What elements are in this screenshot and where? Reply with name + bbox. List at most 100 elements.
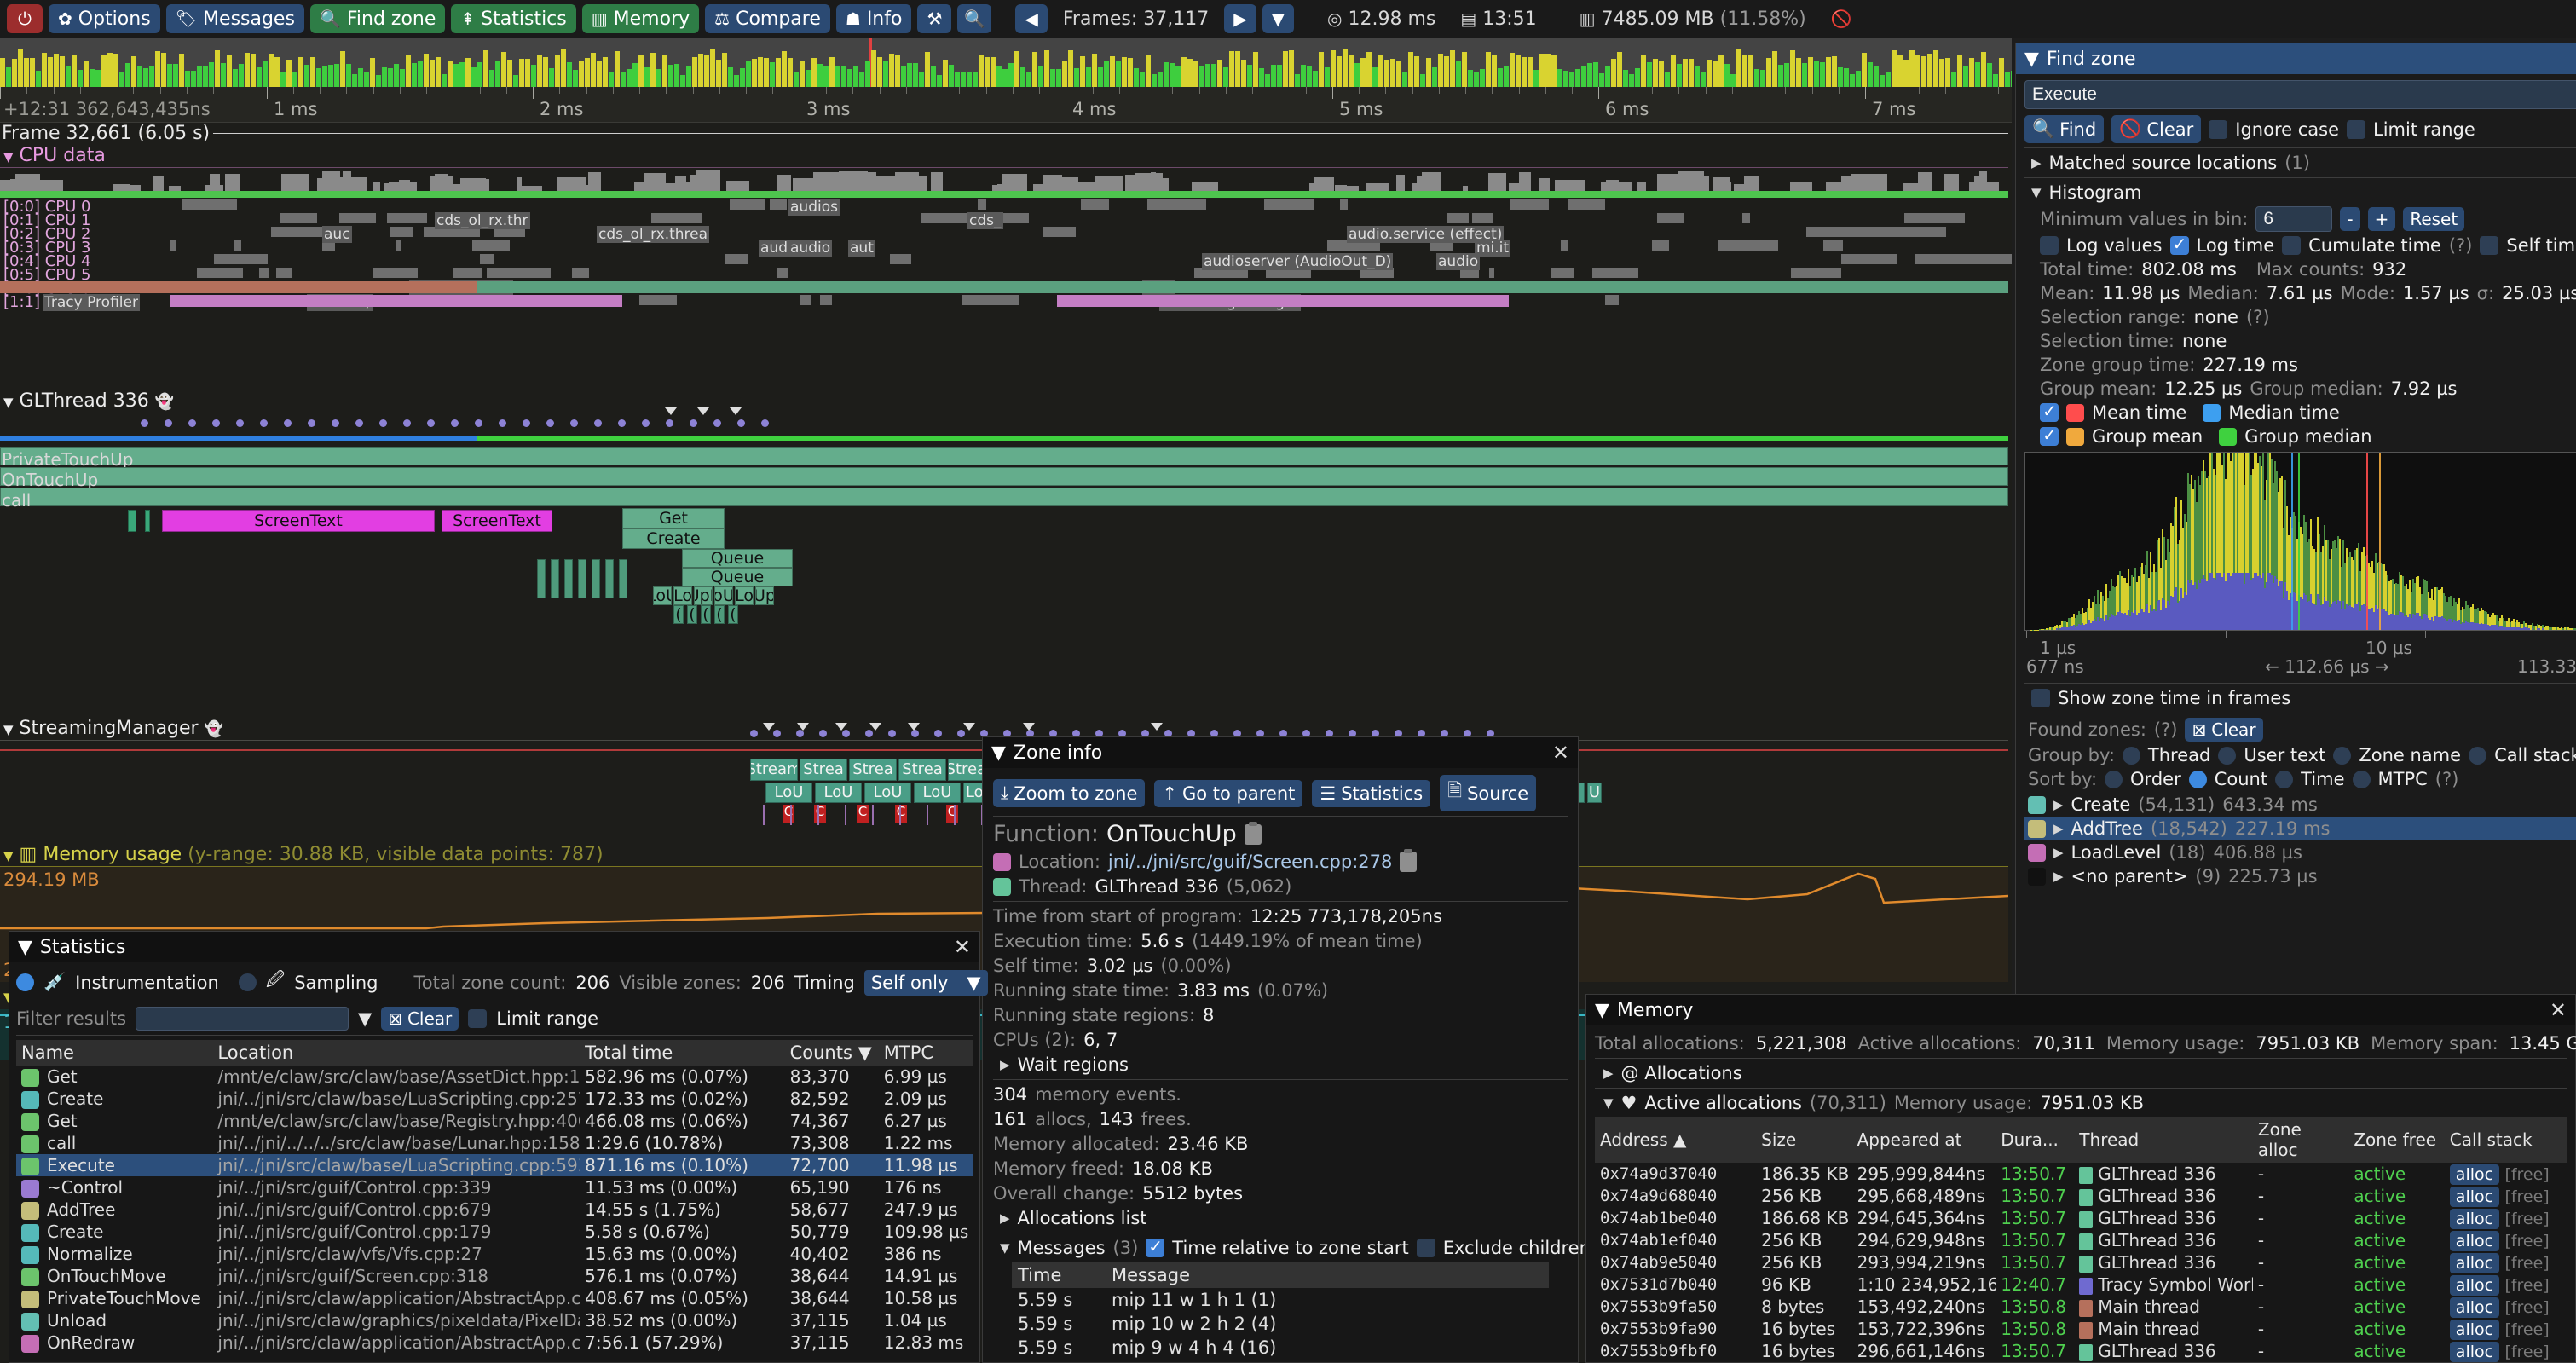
frame-bar[interactable]: [1002, 69, 1008, 87]
sample-dot[interactable]: [750, 730, 758, 737]
frame-bar[interactable]: [1551, 55, 1557, 87]
frame-bar[interactable]: [841, 65, 846, 87]
chevron-down-icon[interactable]: ▼: [2024, 48, 2039, 70]
table-row[interactable]: call jni/../jni/../../../src/claw/base/Lu…: [16, 1132, 973, 1154]
timeline-zone[interactable]: [578, 559, 586, 598]
sample-dot[interactable]: [188, 419, 196, 427]
frame-bar[interactable]: [1689, 59, 1694, 87]
self-time-checkbox[interactable]: [2480, 236, 2499, 255]
memory-button[interactable]: ▥ Memory: [581, 4, 700, 33]
frame-bar[interactable]: [1104, 61, 1109, 87]
chevron-right-icon[interactable]: ▶: [2031, 155, 2042, 170]
cpu-context-switch[interactable]: [1560, 240, 1568, 251]
frame-bar[interactable]: [603, 57, 608, 87]
frame-bar[interactable]: [1981, 51, 1986, 87]
sample-dot[interactable]: [1210, 730, 1218, 737]
cpu-context-switch[interactable]: [1430, 240, 1453, 251]
frame-bar[interactable]: [1832, 56, 1837, 87]
sample-dot[interactable]: [773, 730, 781, 737]
frame-bar[interactable]: [1450, 50, 1455, 87]
frame-bar[interactable]: [615, 50, 620, 87]
frame-bar[interactable]: [203, 65, 208, 87]
frame-bar[interactable]: [895, 55, 900, 87]
cpu-context-switch[interactable]: [1043, 227, 1076, 237]
frame-bar[interactable]: [1951, 72, 1956, 87]
frame-bar[interactable]: [1199, 66, 1204, 87]
timeline-zone-queue-2[interactable]: Queue: [682, 568, 793, 586]
frame-bar[interactable]: [280, 72, 286, 87]
histogram-label[interactable]: Histogram: [2048, 182, 2142, 203]
frame-bar[interactable]: [1325, 67, 1330, 87]
frame-bar[interactable]: [1760, 70, 1765, 87]
log-time-checkbox[interactable]: [2169, 234, 2189, 255]
frame-bar[interactable]: [1014, 51, 1019, 87]
frame-bar[interactable]: [328, 65, 333, 87]
frame-bar[interactable]: [1372, 66, 1378, 87]
statistics-button[interactable]: ⇞ Statistics: [451, 4, 576, 33]
frame-bar[interactable]: [531, 65, 536, 87]
sort-by-radio-order[interactable]: [2105, 770, 2123, 788]
sample-dot[interactable]: [451, 419, 459, 427]
frame-bar[interactable]: [1354, 63, 1360, 87]
frame-bar[interactable]: [632, 63, 638, 87]
cpu-context-switch[interactable]: [275, 268, 292, 278]
sample-dot[interactable]: [499, 419, 506, 427]
cpu-context-switch[interactable]: [962, 295, 1019, 305]
frame-bar[interactable]: [752, 58, 757, 87]
frame-bar[interactable]: [1796, 57, 1801, 87]
sample-dot[interactable]: [1326, 730, 1333, 737]
frame-bar[interactable]: [1563, 71, 1568, 87]
frame-bar[interactable]: [1074, 68, 1079, 87]
cpu-context-switch[interactable]: [1604, 295, 1619, 305]
sample-dot[interactable]: [1026, 730, 1034, 737]
frame-bar[interactable]: [179, 54, 184, 87]
frame-bar[interactable]: [1921, 56, 1926, 87]
timeline-zone[interactable]: [145, 510, 150, 532]
timeline-zone-call[interactable]: [0, 488, 2008, 506]
frame-bar[interactable]: [1903, 60, 1909, 87]
sample-dot[interactable]: [1372, 730, 1379, 737]
frame-bar[interactable]: [746, 61, 751, 87]
alloc-callstack-button[interactable]: alloc: [2449, 1320, 2500, 1340]
chevron-right-icon[interactable]: ▶: [1603, 1066, 1614, 1081]
frame-bar[interactable]: [269, 53, 274, 87]
frame-bar[interactable]: [1110, 56, 1115, 87]
cpu-thread-label[interactable]: audios: [788, 199, 840, 216]
sample-dot[interactable]: [1349, 730, 1356, 737]
cpu-context-switch[interactable]: [638, 295, 677, 305]
frame-bar[interactable]: [692, 56, 697, 87]
frame-bar[interactable]: [1677, 63, 1682, 87]
frame-bar[interactable]: [1187, 59, 1193, 87]
frame-bar[interactable]: [1056, 68, 1061, 87]
zone-error-marker[interactable]: C: [946, 805, 958, 823]
cpu-thread-label[interactable]: audio: [788, 240, 833, 257]
exclude-children-checkbox[interactable]: [1416, 1239, 1435, 1257]
frame-bar[interactable]: [1701, 72, 1706, 87]
frame-bar[interactable]: [1366, 52, 1372, 87]
table-row[interactable]: 0x74ab1ef040 256 KB 294,629,948ns 13:50.7 GL…: [1595, 1229, 2567, 1251]
frame-bar[interactable]: [1814, 61, 1819, 87]
frame-bar[interactable]: [185, 70, 190, 87]
frame-bar[interactable]: [90, 69, 95, 87]
timeline-zone[interactable]: [619, 559, 627, 598]
min-bin-decrease-button[interactable]: -: [2340, 207, 2360, 231]
frame-bar[interactable]: [829, 57, 835, 87]
statistics-limit-range-checkbox[interactable]: [468, 1009, 488, 1028]
table-row[interactable]: ~Control jni/../jni/src/guif/Control.cpp:…: [16, 1176, 973, 1198]
found-zones-help[interactable]: (?): [2153, 719, 2178, 740]
frame-bar[interactable]: [901, 66, 906, 87]
find-zone-search-input[interactable]: [2024, 80, 2576, 109]
frame-bar[interactable]: [1683, 58, 1688, 87]
frame-bar[interactable]: [1026, 72, 1031, 87]
cpu-context-switch[interactable]: [1592, 268, 1638, 278]
ignore-case-checkbox[interactable]: [2209, 119, 2228, 139]
sample-dot[interactable]: [713, 419, 721, 427]
frame-bar[interactable]: [24, 57, 29, 87]
cpu-context-switch[interactable]: [1488, 268, 1495, 278]
frame-bar[interactable]: [1718, 55, 1724, 87]
sample-dot[interactable]: [934, 730, 942, 737]
frame-bar[interactable]: [1008, 62, 1014, 87]
frame-bar[interactable]: [889, 54, 894, 87]
frame-bar[interactable]: [149, 65, 154, 87]
frame-bar[interactable]: [1438, 54, 1443, 87]
